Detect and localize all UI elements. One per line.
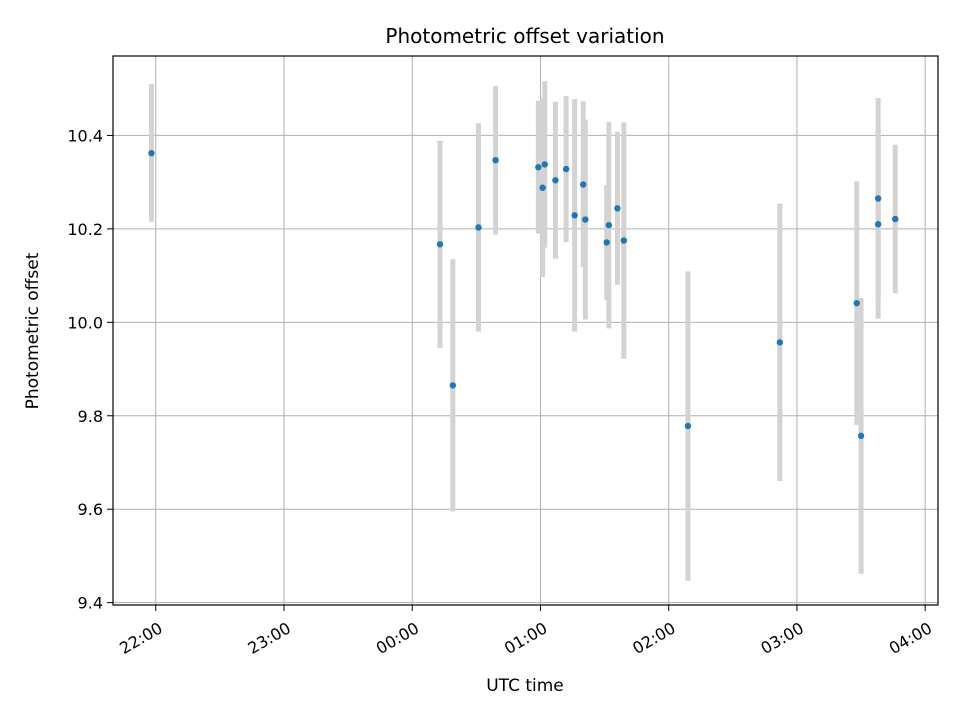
data-point	[874, 221, 882, 228]
y-tick-label: 9.6	[78, 500, 103, 519]
data-point	[614, 205, 621, 212]
y-tick-label: 10.0	[67, 313, 103, 332]
plot-frame	[112, 55, 939, 606]
y-axis: 9.4 9.6 9.8 10.0 10.2 10.4	[67, 126, 113, 613]
chart-title: Photometric offset variation	[385, 24, 664, 48]
data-point	[892, 215, 899, 223]
x-axis-title: UTC time	[486, 676, 564, 696]
data-point	[541, 161, 548, 168]
data-point	[562, 165, 570, 173]
data-point	[853, 299, 860, 307]
y-tick-label: 10.2	[67, 220, 103, 239]
data-point	[571, 212, 578, 219]
data-point	[475, 224, 482, 231]
y-tick-label: 9.4	[78, 594, 103, 613]
data-point	[580, 181, 587, 188]
data-point	[582, 216, 589, 223]
data-point	[776, 339, 784, 346]
data-point	[552, 177, 559, 184]
data-point	[684, 422, 692, 430]
y-axis-title: Photometric offset	[23, 252, 43, 409]
data-point	[148, 149, 155, 157]
data-point	[605, 221, 613, 229]
data-point	[539, 184, 546, 191]
y-tick-label: 10.4	[67, 126, 103, 145]
data-point	[492, 156, 499, 164]
data-point	[874, 195, 882, 202]
data-point	[857, 432, 865, 440]
data-point	[449, 382, 457, 389]
data-point	[620, 237, 628, 244]
grid	[113, 56, 938, 605]
data-point	[436, 241, 444, 248]
data-point	[603, 239, 610, 246]
data-point	[535, 164, 542, 171]
data-points	[148, 149, 899, 440]
y-tick-label: 9.8	[78, 407, 103, 426]
